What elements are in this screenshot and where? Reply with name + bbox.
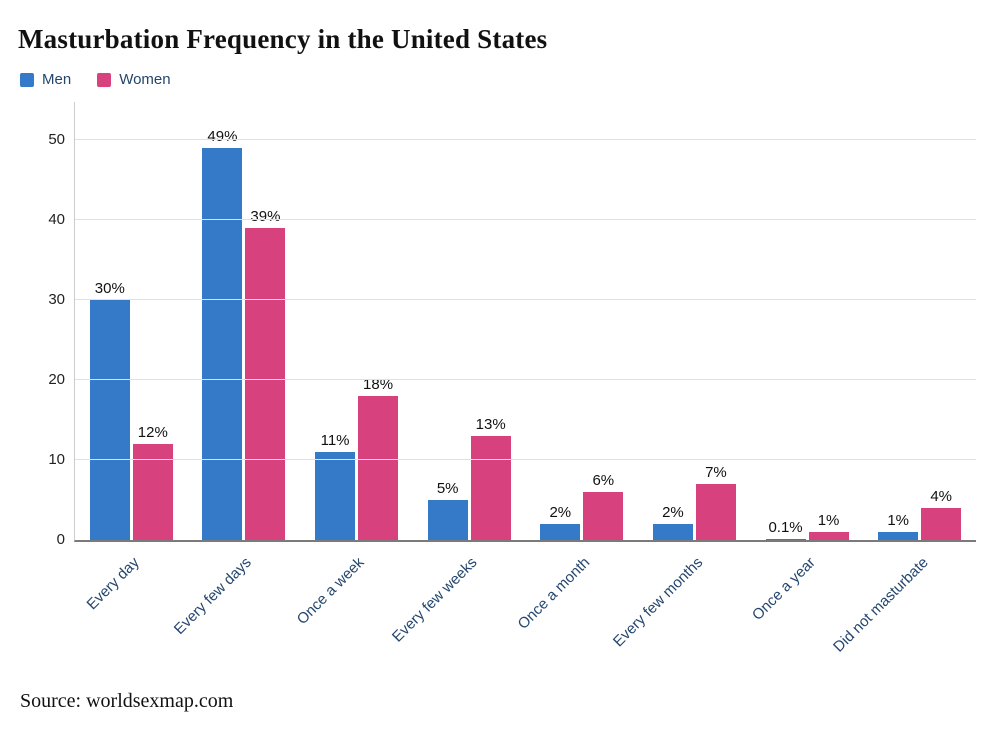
- bar-col-men: 11%: [315, 432, 356, 540]
- bar-women: [132, 444, 173, 540]
- bar-col-men: 30%: [89, 280, 130, 540]
- bar-women: [470, 436, 511, 540]
- bar-women: [245, 228, 286, 540]
- x-tick-cell: Did not masturbate: [830, 542, 976, 688]
- bar-group: 11% 18%: [300, 376, 413, 540]
- value-label: 6%: [592, 472, 615, 489]
- bar-col-men: 5%: [427, 480, 468, 540]
- x-tick-cell: Once a month: [515, 542, 638, 688]
- x-tick-cell: Every day: [74, 542, 187, 688]
- bar-col-women: 18%: [358, 376, 399, 540]
- y-tick-label-40: 40: [48, 211, 65, 228]
- bar-men: [540, 524, 581, 540]
- legend-label-men: Men: [42, 71, 72, 88]
- chart-legend: Men Women: [20, 71, 984, 88]
- value-label: 7%: [705, 464, 727, 481]
- bar-group: 30% 12%: [75, 280, 188, 540]
- value-label: 1%: [887, 512, 910, 529]
- x-tick-label: Every day: [83, 554, 143, 614]
- gridline-40: [75, 219, 976, 220]
- bar-group: 2% 7%: [638, 464, 751, 540]
- bar-col-women: 13%: [470, 416, 511, 540]
- x-tick-label: Once a week: [293, 554, 368, 628]
- bars-row: 30% 12% 49% 39% 11% 18% 5% 13% 2% 6% 2% 7% 0.1% 1% 1% 4…: [75, 102, 976, 540]
- bar-men: [765, 539, 806, 540]
- bar-men: [202, 148, 243, 540]
- x-tick-label: Once a year: [749, 554, 819, 624]
- bar-col-women: 7%: [695, 464, 736, 540]
- bar-men: [89, 300, 130, 540]
- x-tick-cell: Once a year: [749, 542, 864, 688]
- x-axis-labels: Every day Every few days Once a week Every …: [74, 542, 976, 688]
- gridline-10: [75, 459, 976, 460]
- value-label: 39%: [250, 208, 281, 225]
- bar-col-women: 4%: [921, 488, 962, 540]
- chart-title: Masturbation Frequency in the United Sta…: [18, 24, 548, 54]
- value-label: 18%: [363, 376, 394, 393]
- bar-col-women: 39%: [245, 208, 286, 540]
- bar-col-women: 12%: [132, 424, 173, 540]
- value-label: 1%: [817, 512, 840, 529]
- legend-item-women: Women: [97, 71, 171, 88]
- gridline-30: [75, 299, 976, 300]
- legend-item-men: Men: [20, 71, 71, 88]
- value-label: 5%: [436, 480, 459, 497]
- x-tick-cell: Every few days: [171, 542, 300, 688]
- x-tick-cell: Every few weeks: [389, 542, 525, 688]
- bar-men: [427, 500, 468, 540]
- y-tick-label-30: 30: [48, 291, 65, 308]
- bar-women: [583, 492, 624, 540]
- gridline-50: [75, 139, 976, 140]
- men-color-swatch: [20, 72, 34, 87]
- value-label: 0.1%: [768, 519, 803, 536]
- legend-label-women: Women: [119, 71, 171, 88]
- source-text: Source: worldsexmap.com: [20, 690, 234, 712]
- x-tick-cell: Once a week: [294, 542, 413, 688]
- bar-col-women: 1%: [808, 512, 849, 540]
- y-tick-label-0: 0: [56, 531, 65, 548]
- y-tick-label-50: 50: [48, 131, 65, 148]
- y-tick-label-10: 10: [48, 451, 65, 468]
- value-label: 11%: [320, 432, 350, 449]
- y-tick-label-20: 20: [48, 371, 65, 388]
- bar-group: 49% 39%: [188, 128, 301, 540]
- chart-area: 30% 12% 49% 39% 11% 18% 5% 13% 2% 6% 2% 7% 0.1% 1% 1% 4…: [18, 102, 984, 688]
- bar-men: [652, 524, 693, 540]
- bar-women: [808, 532, 849, 540]
- bar-group: 1% 4%: [863, 488, 976, 540]
- bar-group: 2% 6%: [526, 472, 639, 540]
- bar-men: [878, 532, 919, 540]
- bar-col-men: 49%: [202, 128, 243, 540]
- bar-col-men: 2%: [652, 504, 693, 540]
- bar-group: 0.1% 1%: [751, 512, 864, 540]
- bar-women: [358, 396, 399, 540]
- bar-group: 5% 13%: [413, 416, 526, 540]
- bar-col-men: 0.1%: [765, 519, 806, 540]
- bar-women: [921, 508, 962, 540]
- bar-col-women: 6%: [583, 472, 624, 540]
- x-tick-label: Once a month: [514, 554, 594, 633]
- value-label: 13%: [475, 416, 506, 433]
- x-tick-cell: Every few months: [610, 542, 751, 688]
- women-color-swatch: [97, 72, 112, 87]
- value-label: 30%: [94, 280, 125, 297]
- value-label: 2%: [549, 504, 572, 521]
- bar-col-men: 2%: [540, 504, 581, 540]
- gridline-20: [75, 379, 976, 380]
- value-label: 2%: [662, 504, 684, 521]
- value-label: 49%: [207, 128, 238, 145]
- bar-col-men: 1%: [878, 512, 919, 540]
- value-label: 12%: [137, 424, 168, 441]
- plot-area: 30% 12% 49% 39% 11% 18% 5% 13% 2% 6% 2% 7% 0.1% 1% 1% 4…: [48, 102, 976, 548]
- bar-men: [315, 452, 356, 540]
- value-label: 4%: [930, 488, 953, 505]
- bar-women: [695, 484, 736, 540]
